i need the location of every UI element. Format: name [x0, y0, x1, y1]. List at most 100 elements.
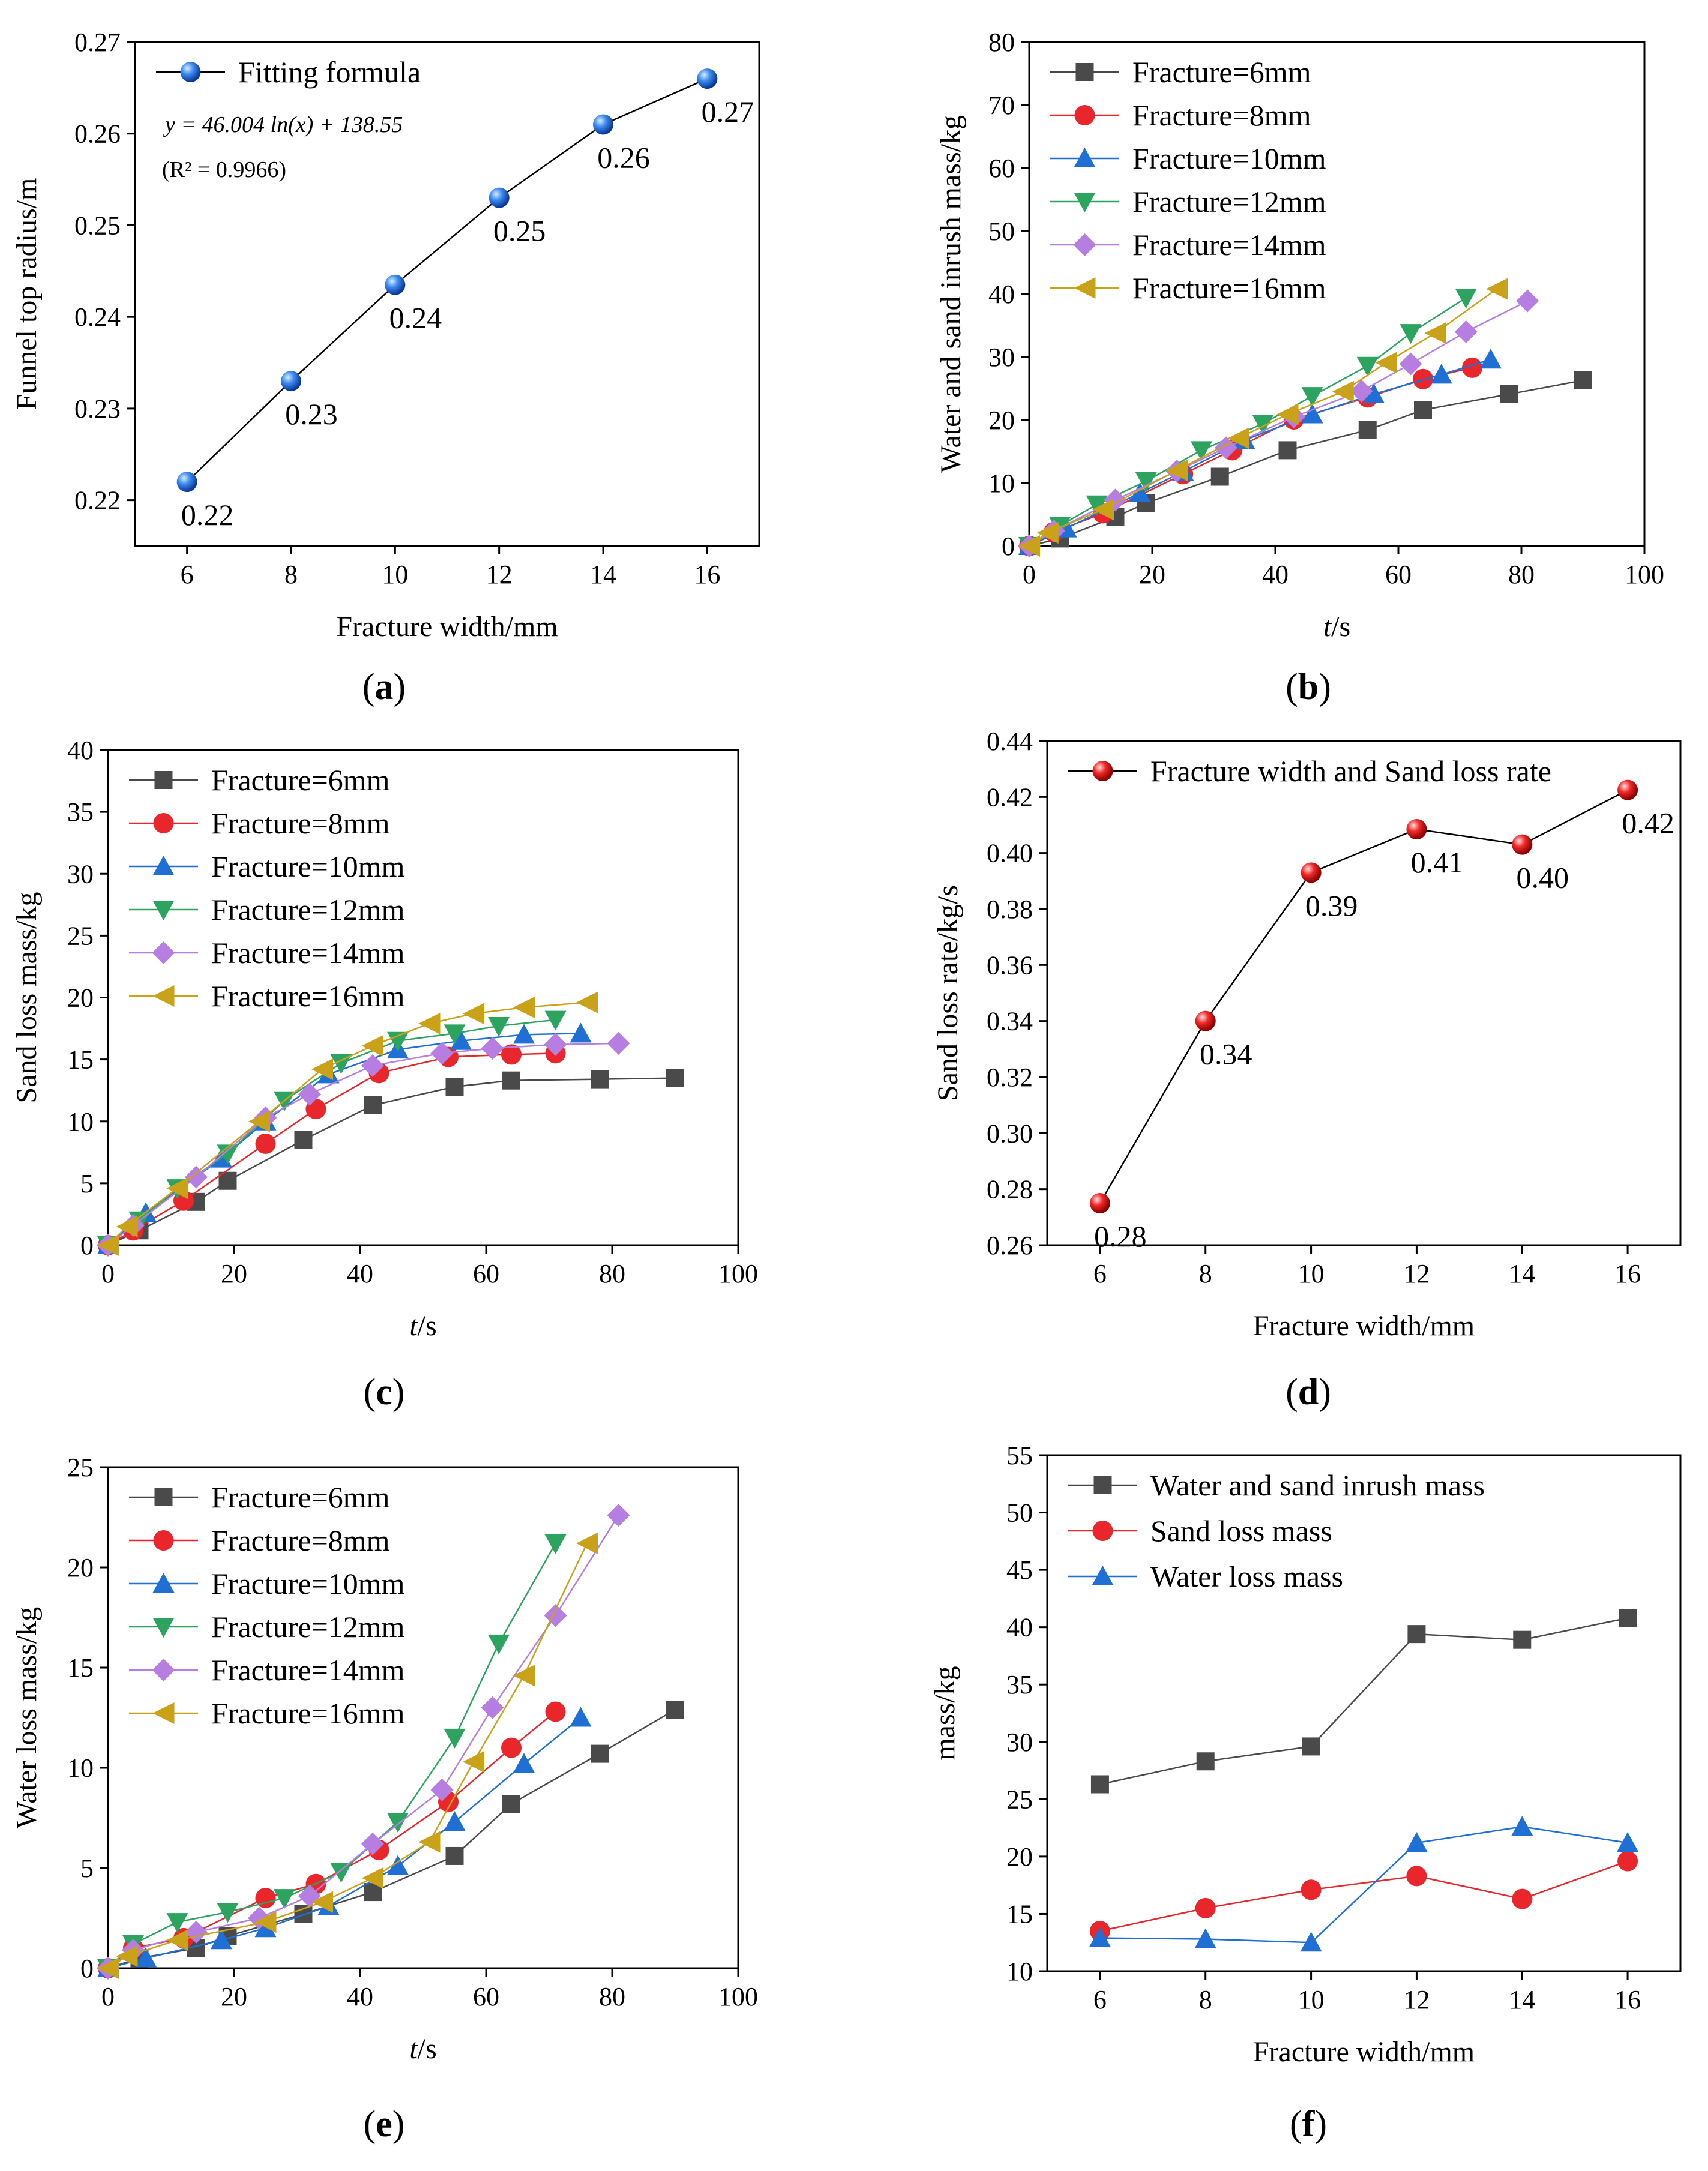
panel-label-letter: e — [376, 2104, 392, 2145]
data-point — [445, 1078, 464, 1096]
x-tick-label: 60 — [1385, 560, 1412, 589]
x-tick-label: 14 — [1509, 1259, 1535, 1288]
x-tick-label: 80 — [599, 1982, 625, 2011]
legend-entry: Fracture=10mm — [1132, 142, 1326, 175]
x-axis-label: Fracture width/mm — [1253, 1310, 1475, 1342]
y-tick-label: 70 — [988, 91, 1015, 120]
legend-marker — [152, 1618, 175, 1638]
legend-entry: Fracture=10mm — [211, 850, 405, 883]
legend-marker — [1093, 1476, 1112, 1494]
series-line — [107, 1019, 556, 1246]
data-point — [489, 187, 510, 208]
legend-entry: Water loss mass — [1150, 1560, 1343, 1593]
x-tick-label: 20 — [221, 1982, 247, 2011]
legend-entry: Fracture=8mm — [211, 806, 390, 840]
legend-marker — [1074, 105, 1095, 125]
data-point — [255, 1888, 276, 1909]
x-tick-label: 16 — [1614, 1259, 1641, 1288]
x-tick-label: 6 — [1093, 1985, 1107, 2014]
x-tick-label: 40 — [347, 1259, 373, 1288]
chart-a: 6 8 10 12 14 16 0.22 0.23 0.24 0.25 0.26 0.27 Fractu… — [11, 28, 760, 707]
data-point — [1300, 1932, 1322, 1952]
data-point — [1195, 1897, 1216, 1918]
data-point — [666, 1701, 684, 1719]
data-point — [488, 1016, 510, 1037]
data-point — [1500, 385, 1518, 403]
data-point — [591, 1744, 609, 1763]
legend-marker — [152, 941, 175, 964]
legend: Fitting formula — [156, 55, 421, 89]
x-tick-label: 40 — [1262, 560, 1289, 589]
data-point — [281, 371, 301, 392]
data-point — [1195, 1010, 1216, 1031]
plot-frame — [1028, 41, 1646, 547]
data-point — [1512, 1888, 1533, 1909]
data-point — [502, 1071, 520, 1090]
y-tick-label: 40 — [988, 280, 1015, 309]
y-tick-label: 5 — [80, 1854, 94, 1883]
y-tick-label: 0.34 — [987, 1007, 1033, 1036]
data-point — [1454, 320, 1478, 343]
data-point — [1516, 289, 1539, 313]
data-point — [544, 1604, 567, 1627]
y-tick-label: 0.22 — [74, 486, 121, 515]
data-point — [481, 1037, 504, 1060]
y-tick-label: 10 — [67, 1107, 94, 1137]
data-point — [513, 1753, 535, 1773]
data-point — [1092, 499, 1114, 521]
data-point — [311, 1058, 333, 1081]
y-tick-label: 25 — [67, 921, 94, 950]
data-label: 0.41 — [1411, 845, 1464, 879]
series-line — [107, 1515, 619, 1969]
data-point — [1089, 1193, 1110, 1213]
data-label: 0.42 — [1622, 806, 1674, 840]
y-tick-label: 15 — [67, 1653, 94, 1683]
panel-label-open: ( — [1290, 2104, 1302, 2145]
x-axis-label-italic: t — [409, 1310, 418, 1342]
legend-marker — [152, 1702, 175, 1724]
panel-label: (e) — [364, 2104, 405, 2145]
y-tick-label: 0.25 — [74, 211, 121, 240]
series-1: 0.22 0.23 0.24 0.25 0.26 0.27 — [176, 68, 754, 532]
data-point — [502, 1795, 520, 1813]
x-tick-label: 14 — [1509, 1985, 1535, 2014]
x-tick-label: 12 — [1403, 1259, 1430, 1288]
data-point — [697, 68, 718, 89]
data-point — [387, 1031, 409, 1052]
legend-marker — [152, 856, 175, 875]
data-point — [361, 1832, 384, 1855]
data-point — [1135, 472, 1157, 492]
legend-marker — [153, 1530, 174, 1551]
data-point — [544, 1010, 567, 1031]
series-line — [1099, 1860, 1628, 1932]
data-point — [607, 1031, 630, 1055]
y-tick-label: 0.40 — [987, 839, 1033, 868]
legend-marker — [180, 62, 201, 82]
data-point — [501, 1737, 522, 1758]
legend-entry: Fracture=12mm — [1132, 185, 1326, 218]
y-tick-label: 10 — [1006, 1957, 1033, 1986]
y-tick-label: 0.27 — [74, 28, 121, 57]
data-label: 0.34 — [1200, 1037, 1252, 1071]
x-tick-label: 100 — [718, 1982, 758, 2011]
data-point — [1252, 415, 1274, 435]
legend-entry: Fitting formula — [238, 55, 421, 89]
y-tick-label: 20 — [67, 983, 94, 1013]
panel-label-close: ) — [1319, 1372, 1331, 1413]
legend-marker — [1092, 1566, 1114, 1585]
data-point — [1414, 401, 1432, 419]
data-point — [430, 1042, 454, 1065]
data-point — [418, 1831, 441, 1853]
data-point — [166, 1177, 188, 1200]
data-point — [570, 1707, 592, 1727]
data-point — [1301, 403, 1323, 424]
data-point — [274, 1889, 295, 1909]
panel-label: (f) — [1290, 2104, 1327, 2145]
data-point — [217, 1903, 239, 1923]
x-tick-label: 0 — [1023, 560, 1036, 589]
legend: Water and sand inrush mass Sand loss mass… — [1068, 1468, 1485, 1593]
y-tick-label: 40 — [67, 736, 94, 765]
data-point — [544, 1534, 567, 1554]
y-tick-label: 0.28 — [987, 1175, 1033, 1204]
series-line — [1029, 288, 1497, 547]
